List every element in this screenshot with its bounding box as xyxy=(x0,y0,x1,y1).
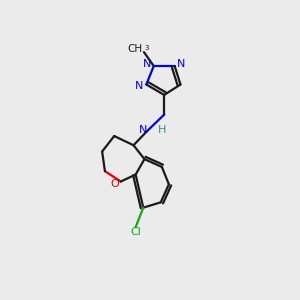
Text: N: N xyxy=(139,125,148,135)
Text: N: N xyxy=(177,59,185,69)
Text: O: O xyxy=(110,179,119,189)
Text: 3: 3 xyxy=(145,45,149,51)
Text: N: N xyxy=(143,59,152,69)
Text: Cl: Cl xyxy=(130,227,141,237)
Text: N: N xyxy=(135,81,143,91)
Text: H: H xyxy=(158,125,166,135)
Text: CH: CH xyxy=(128,44,143,54)
